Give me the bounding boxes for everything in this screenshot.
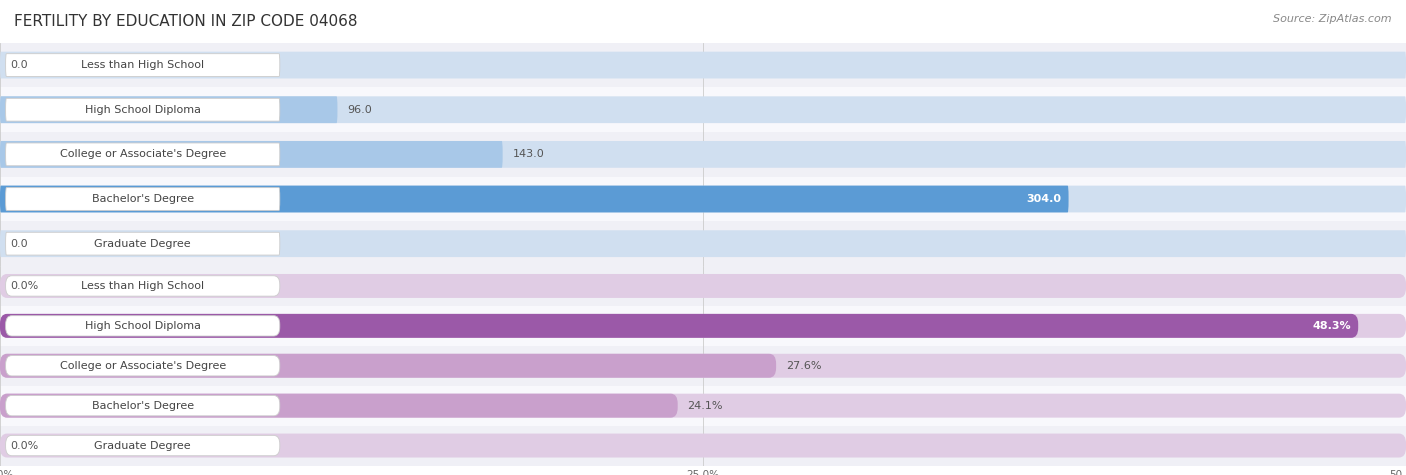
Bar [0,221,1406,266]
Text: Bachelor's Degree: Bachelor's Degree [91,400,194,411]
FancyBboxPatch shape [6,396,280,416]
Bar [0,426,1406,466]
FancyBboxPatch shape [6,232,280,255]
FancyBboxPatch shape [6,356,280,376]
Text: 24.1%: 24.1% [688,400,723,411]
Text: Source: ZipAtlas.com: Source: ZipAtlas.com [1274,14,1392,24]
FancyBboxPatch shape [0,96,1406,123]
Bar [0,386,1406,426]
Bar [0,132,1406,177]
FancyBboxPatch shape [6,276,280,296]
Text: 0.0%: 0.0% [10,440,38,451]
Text: 96.0: 96.0 [347,104,373,115]
Text: Graduate Degree: Graduate Degree [94,440,191,451]
FancyBboxPatch shape [0,230,1406,257]
Text: 27.6%: 27.6% [786,361,821,371]
FancyBboxPatch shape [6,316,280,336]
FancyBboxPatch shape [0,52,1406,78]
FancyBboxPatch shape [0,394,1406,418]
Text: College or Associate's Degree: College or Associate's Degree [59,361,226,371]
Bar [0,87,1406,132]
Bar [0,43,1406,87]
FancyBboxPatch shape [0,354,1406,378]
Bar [0,177,1406,221]
Text: High School Diploma: High School Diploma [84,104,201,115]
FancyBboxPatch shape [6,54,280,76]
Text: 48.3%: 48.3% [1313,321,1351,331]
FancyBboxPatch shape [0,434,1406,457]
FancyBboxPatch shape [0,354,776,378]
Text: Bachelor's Degree: Bachelor's Degree [91,194,194,204]
FancyBboxPatch shape [6,188,280,210]
Text: College or Associate's Degree: College or Associate's Degree [59,149,226,160]
Text: High School Diploma: High School Diploma [84,321,201,331]
FancyBboxPatch shape [6,436,280,456]
FancyBboxPatch shape [0,394,678,418]
FancyBboxPatch shape [0,141,503,168]
FancyBboxPatch shape [0,186,1406,212]
FancyBboxPatch shape [0,314,1406,338]
Text: FERTILITY BY EDUCATION IN ZIP CODE 04068: FERTILITY BY EDUCATION IN ZIP CODE 04068 [14,14,357,29]
Text: 0.0%: 0.0% [10,281,38,291]
FancyBboxPatch shape [0,96,337,123]
Text: 0.0: 0.0 [10,60,28,70]
Text: Less than High School: Less than High School [82,281,204,291]
Text: Less than High School: Less than High School [82,60,204,70]
Text: Graduate Degree: Graduate Degree [94,238,191,249]
Bar [0,306,1406,346]
Bar [0,266,1406,306]
Text: 143.0: 143.0 [513,149,544,160]
FancyBboxPatch shape [0,141,1406,168]
FancyBboxPatch shape [0,274,1406,298]
FancyBboxPatch shape [0,186,1069,212]
FancyBboxPatch shape [6,143,280,166]
FancyBboxPatch shape [0,314,1358,338]
Text: 0.0: 0.0 [10,238,28,249]
FancyBboxPatch shape [6,98,280,121]
Bar [0,346,1406,386]
Text: 304.0: 304.0 [1026,194,1062,204]
